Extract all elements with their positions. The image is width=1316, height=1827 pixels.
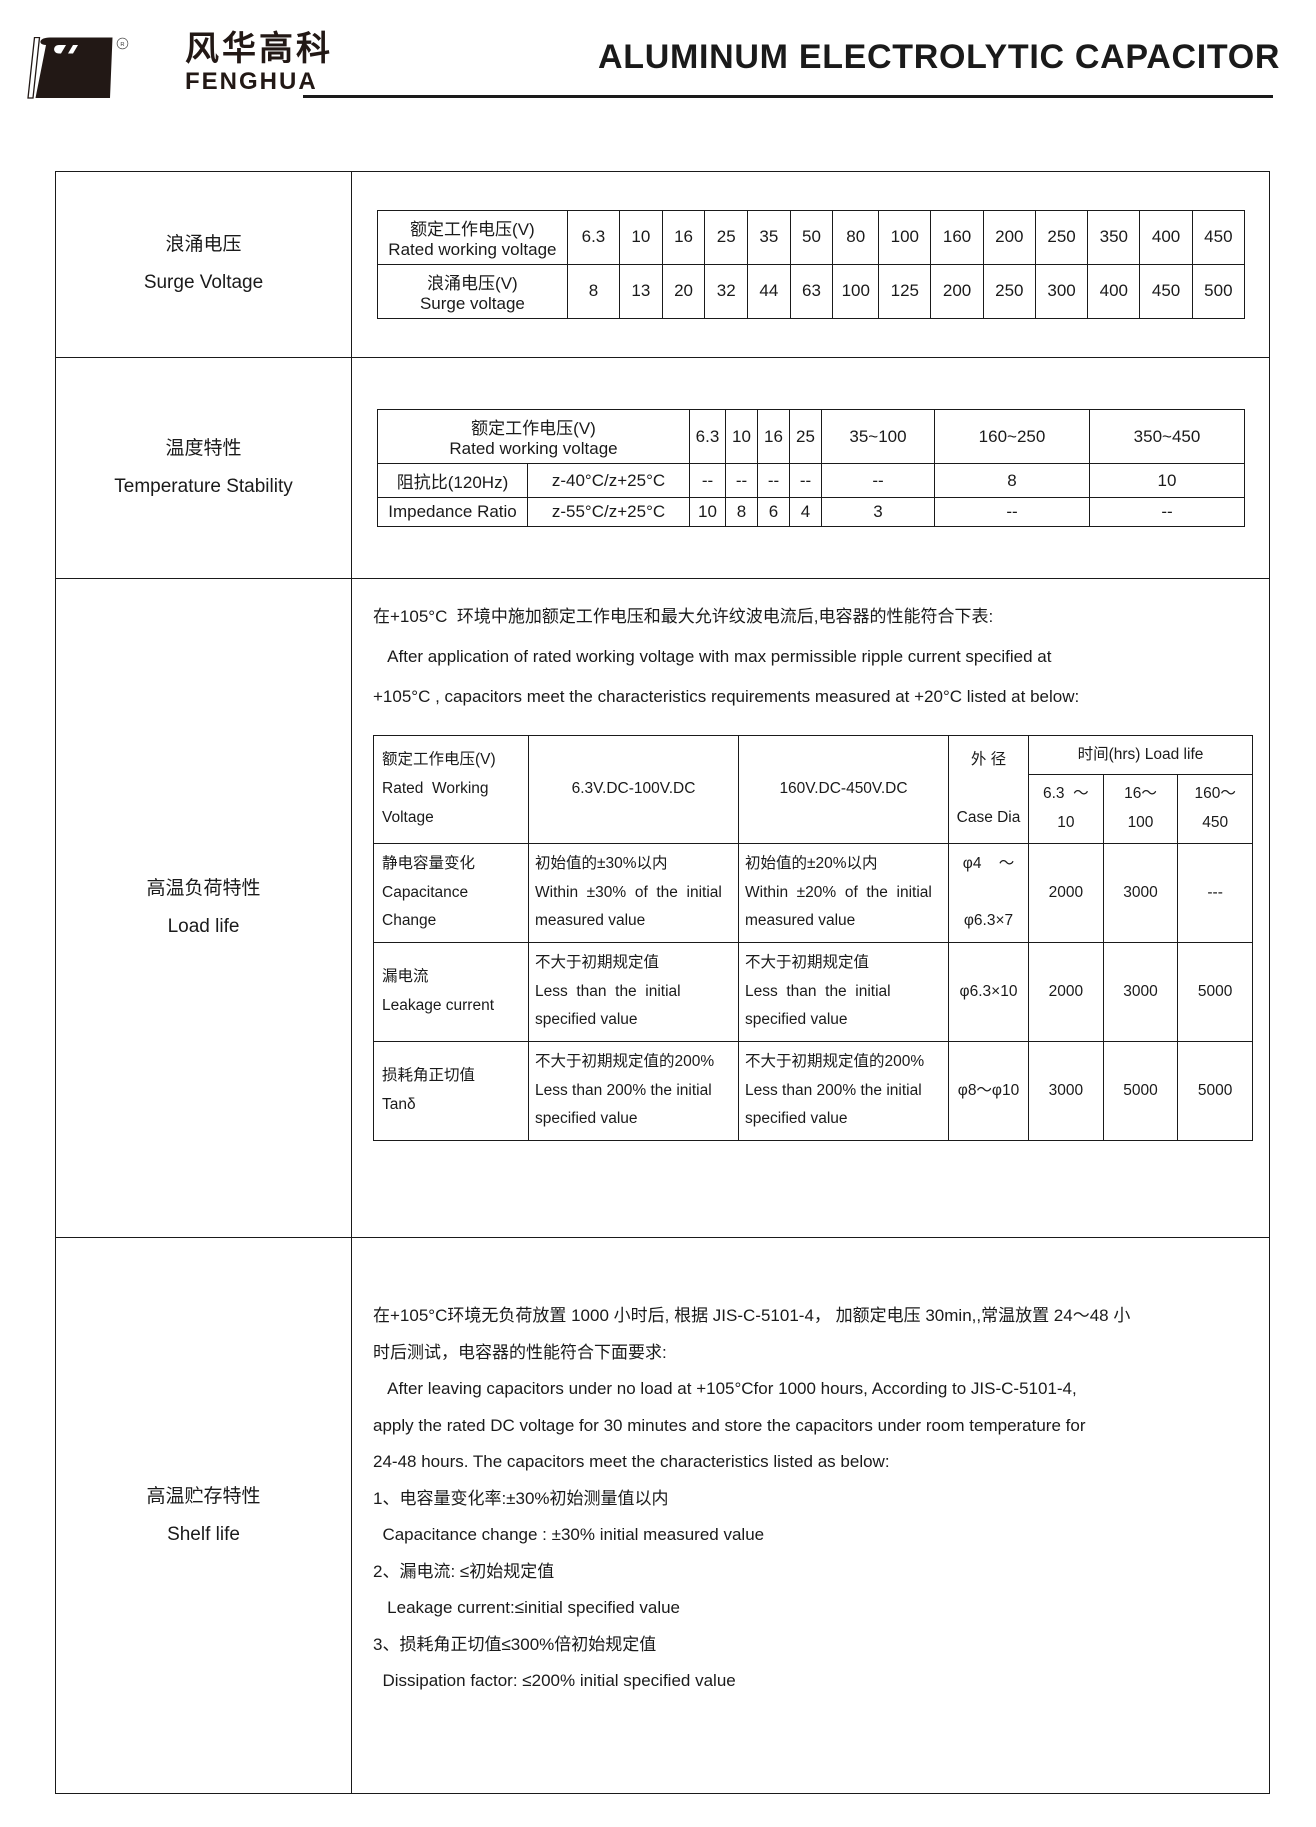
svg-text:R: R bbox=[120, 42, 124, 48]
